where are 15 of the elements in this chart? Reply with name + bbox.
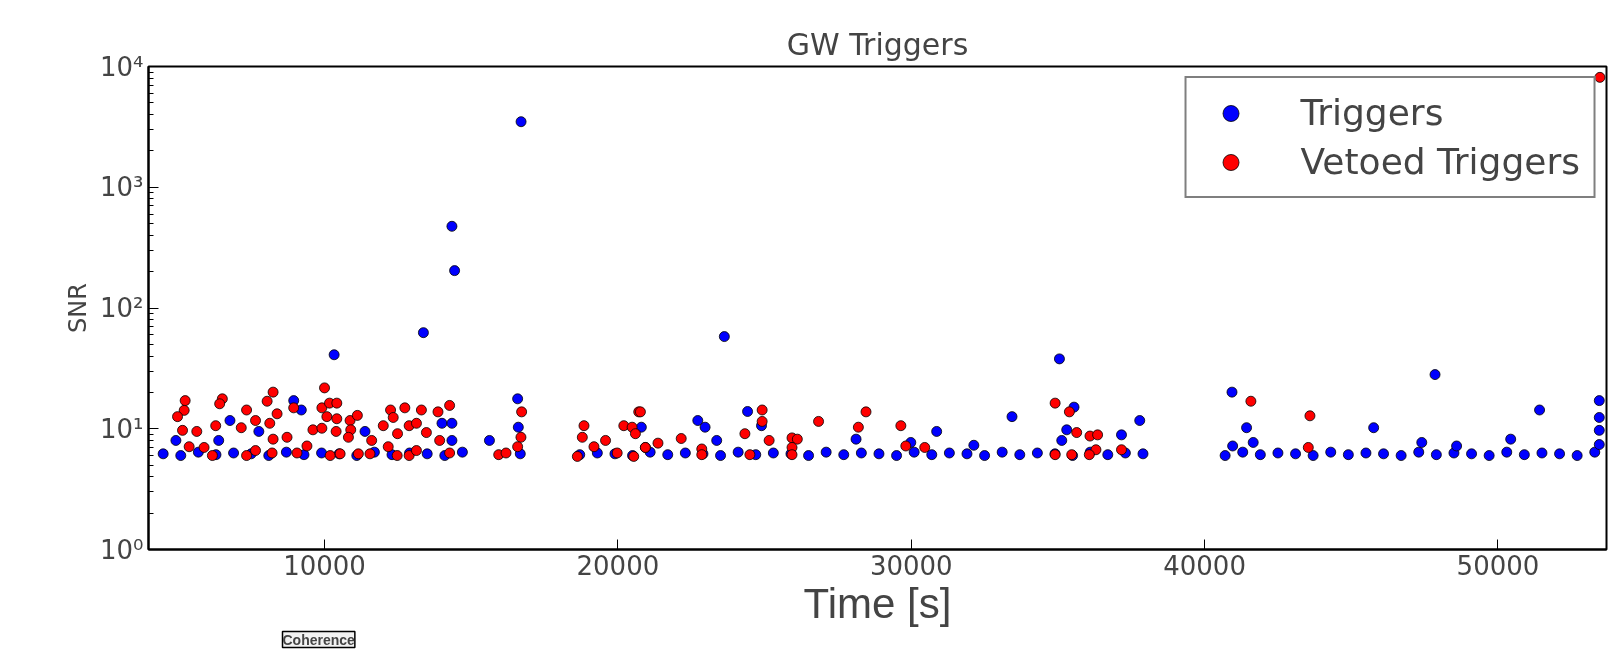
x-tick-label: 10000 — [283, 550, 366, 581]
x-axis-title: Time [s] — [803, 579, 952, 627]
chart-title: GW Triggers — [786, 26, 969, 62]
y-tick-label: 10³ — [99, 172, 144, 203]
x-tick-label: 30000 — [869, 550, 953, 581]
y-tick-label: 10⁴ — [99, 51, 144, 82]
x-tick-label: 20000 — [576, 550, 660, 581]
y-axis-title: SNR — [63, 283, 92, 333]
x-tick-label: 50000 — [1456, 550, 1540, 581]
y-tick-label: 10² — [99, 293, 144, 323]
legend-label: Vetoed Triggers — [1300, 141, 1580, 182]
legend-label: Triggers — [1300, 92, 1444, 133]
y-tick-label: 10¹ — [99, 413, 144, 444]
x-tick-label: 40000 — [1163, 550, 1246, 581]
y-tick-label: 10⁰ — [99, 534, 144, 565]
